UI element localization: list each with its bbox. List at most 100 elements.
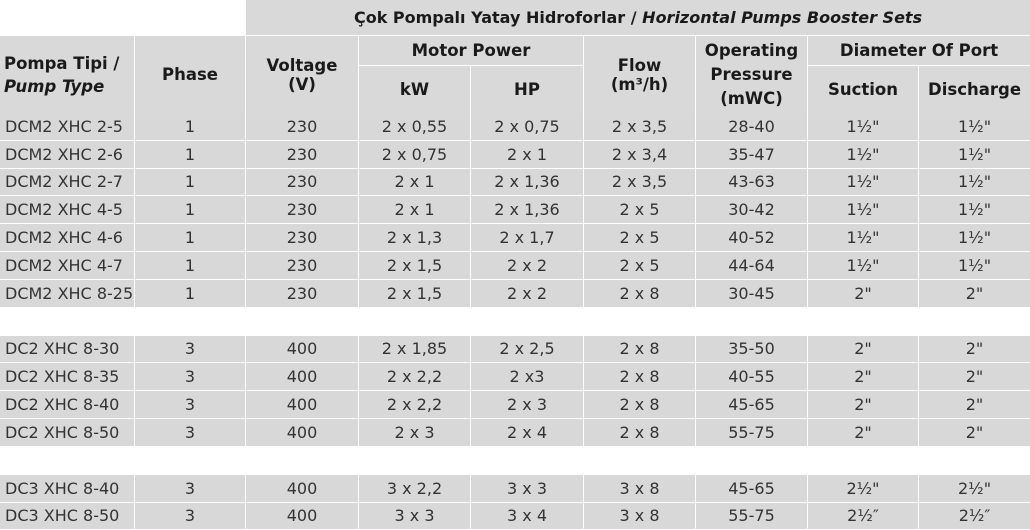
header-diameter: Diameter Of Port — [808, 36, 1030, 66]
cell-hp: 2 x 0,75 — [471, 113, 584, 141]
cell-pressure: 30-42 — [696, 196, 808, 225]
cell-pump-type: DC3 XHC 8-50 — [0, 502, 135, 530]
header-motor-power: Motor Power — [359, 36, 584, 66]
cell-kw: 3 x 3 — [359, 502, 471, 530]
cell-suction: 1½" — [808, 113, 919, 141]
cell-pump-type: DC2 XHC 8-35 — [0, 363, 135, 392]
cell-kw: 2 x 3 — [359, 418, 471, 447]
cell-pressure: 35-50 — [696, 335, 808, 364]
cell-phase: 1 — [135, 140, 246, 169]
header-flow: Flow (m³/h) — [584, 36, 696, 113]
cell-suction: 2½″ — [808, 502, 919, 530]
cell-phase: 1 — [135, 224, 246, 252]
cell-pressure: 40-55 — [696, 363, 808, 392]
cell-suction: 1½" — [808, 196, 919, 225]
header-phase: Phase — [135, 36, 246, 113]
cell-suction: 2" — [808, 335, 919, 364]
cell-hp: 2 x 1 — [471, 140, 584, 169]
cell-flow: 2 x 8 — [584, 418, 696, 447]
cell-pump-type: DCM2 XHC 2-6 — [0, 140, 135, 169]
cell-flow: 2 x 8 — [584, 363, 696, 392]
cell-hp: 2 x 1,36 — [471, 168, 584, 197]
cell-kw: 3 x 2,2 — [359, 474, 471, 503]
header-hp: HP — [471, 66, 584, 113]
cell-suction: 1½" — [808, 251, 919, 280]
cell-pressure: 43-63 — [696, 168, 808, 197]
cell-flow: 2 x 5 — [584, 224, 696, 252]
cell-voltage: 230 — [246, 279, 359, 308]
cell-pressure: 45-65 — [696, 391, 808, 419]
cell-hp: 3 x 3 — [471, 474, 584, 503]
cell-discharge: 1½" — [919, 251, 1030, 280]
header-flow-unit: (m³/h) — [610, 74, 669, 94]
table-row: DC2 XHC 8-35 3 400 2 x 2,2 2 x3 2 x 8 40-55 2" 2… — [0, 363, 1030, 392]
cell-pump-type: DC2 XHC 8-30 — [0, 335, 135, 364]
cell-phase: 1 — [135, 196, 246, 225]
cell-voltage: 400 — [246, 502, 359, 530]
header-suction: Suction — [808, 66, 919, 113]
cell-discharge: 2" — [919, 363, 1030, 392]
table-title-row: Çok Pompalı Yatay Hidroforlar / Horizont… — [0, 0, 1030, 36]
cell-suction: 1½" — [808, 224, 919, 252]
cell-kw: 2 x 1,85 — [359, 335, 471, 364]
cell-flow: 2 x 3,5 — [584, 168, 696, 197]
cell-discharge: 1½" — [919, 196, 1030, 225]
cell-flow: 2 x 3,5 — [584, 113, 696, 141]
cell-flow: 2 x 8 — [584, 335, 696, 364]
cell-pressure: 55-75 — [696, 502, 808, 530]
cell-flow: 2 x 8 — [584, 391, 696, 419]
cell-kw: 2 x 2,2 — [359, 391, 471, 419]
cell-hp: 2 x3 — [471, 363, 584, 392]
cell-kw: 2 x 1,5 — [359, 279, 471, 308]
cell-suction: 2" — [808, 279, 919, 308]
cell-phase: 1 — [135, 251, 246, 280]
cell-flow: 2 x 5 — [584, 196, 696, 225]
cell-pump-type: DCM2 XHC 4-5 — [0, 196, 135, 225]
cell-hp: 2 x 2 — [471, 251, 584, 280]
cell-pressure: 55-75 — [696, 418, 808, 447]
header-pump-type-tr: Pompa Tipi / — [4, 53, 120, 73]
group-spacer — [0, 446, 1030, 475]
cell-flow: 2 x 3,4 — [584, 140, 696, 169]
cell-phase: 3 — [135, 418, 246, 447]
cell-voltage: 400 — [246, 391, 359, 419]
cell-pump-type: DCM2 XHC 4-7 — [0, 251, 135, 280]
table-body: DCM2 XHC 2-5 1 230 2 x 0,55 2 x 0,75 2 x 3,5 2… — [0, 113, 1030, 530]
cell-voltage: 230 — [246, 251, 359, 280]
cell-hp: 2 x 3 — [471, 391, 584, 419]
cell-hp: 2 x 1,7 — [471, 224, 584, 252]
header-voltage-unit: (V) — [288, 74, 316, 94]
cell-pump-type: DC2 XHC 8-40 — [0, 391, 135, 419]
cell-suction: 2½" — [808, 474, 919, 503]
cell-discharge: 2" — [919, 418, 1030, 447]
cell-pump-type: DC2 XHC 8-50 — [0, 418, 135, 447]
cell-voltage: 230 — [246, 196, 359, 225]
cell-pump-type: DCM2 XHC 4-6 — [0, 224, 135, 252]
title-english: Horizontal Pumps Booster Sets — [642, 8, 923, 27]
cell-voltage: 400 — [246, 335, 359, 364]
cell-discharge: 2½" — [919, 474, 1030, 503]
cell-discharge: 1½" — [919, 224, 1030, 252]
header-pump-type: Pompa Tipi / Pump Type — [0, 36, 135, 113]
cell-voltage: 400 — [246, 363, 359, 392]
cell-suction: 2" — [808, 418, 919, 447]
table-row: DC2 XHC 8-30 3 400 2 x 1,85 2 x 2,5 2 x 8 35-5… — [0, 335, 1030, 364]
cell-phase: 1 — [135, 279, 246, 308]
header-discharge: Discharge — [919, 66, 1030, 113]
cell-suction: 2" — [808, 391, 919, 419]
cell-kw: 2 x 2,2 — [359, 363, 471, 392]
cell-kw: 2 x 1,3 — [359, 224, 471, 252]
cell-voltage: 400 — [246, 418, 359, 447]
cell-discharge: 1½" — [919, 140, 1030, 169]
cell-flow: 2 x 5 — [584, 251, 696, 280]
cell-pressure: 44-64 — [696, 251, 808, 280]
group-spacer-cell — [0, 307, 1030, 336]
header-pressure-line2: Pressure — [710, 64, 793, 84]
cell-kw: 2 x 0,75 — [359, 140, 471, 169]
header-pump-type-en: Pump Type — [4, 76, 105, 96]
